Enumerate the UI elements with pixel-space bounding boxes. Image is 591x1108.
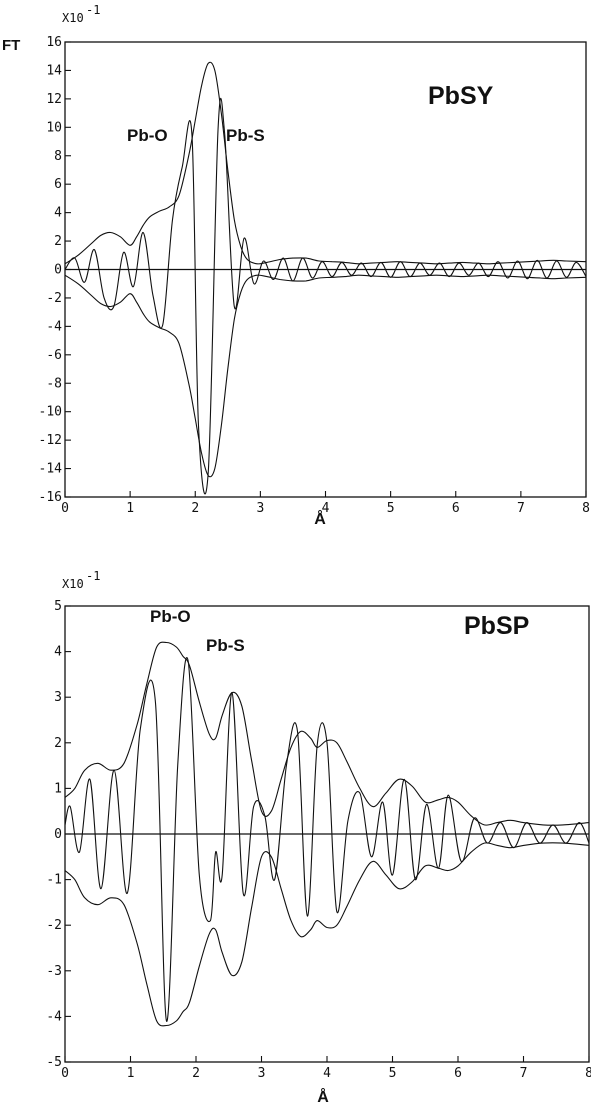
y-tick-label: -1 xyxy=(46,873,62,888)
x-tick-label: 6 xyxy=(452,501,460,516)
y-tick-label: -16 xyxy=(39,490,62,505)
x-tick-label: 1 xyxy=(127,1066,135,1081)
x-axis-label: Å xyxy=(317,1087,329,1103)
magnitude-envelope-lower xyxy=(64,842,590,1027)
peak-label-pb-s: Pb-S xyxy=(226,126,265,145)
x-tick-label: 8 xyxy=(582,501,590,516)
y-tick-label: -6 xyxy=(46,348,62,363)
x-tick-label: 7 xyxy=(520,1066,528,1081)
y-tick-label: 4 xyxy=(54,206,62,221)
y-tick-label: 3 xyxy=(54,690,62,705)
chart-title: PbSP xyxy=(464,612,529,640)
y-tick-label: -12 xyxy=(39,433,62,448)
y-tick-label: -5 xyxy=(46,1055,62,1070)
imaginary-part-trace xyxy=(64,657,590,1022)
x-tick-label: 0 xyxy=(61,1066,69,1081)
x-tick-label: 2 xyxy=(191,501,199,516)
imaginary-part-trace xyxy=(64,98,587,495)
magnitude-envelope-lower xyxy=(64,274,587,478)
y-tick-label: 16 xyxy=(46,35,62,50)
x-tick-label: 3 xyxy=(256,501,264,516)
y-tick-label: -8 xyxy=(46,376,62,391)
y-tick-label: 14 xyxy=(46,63,62,78)
y-tick-label: -4 xyxy=(46,1009,62,1024)
y-tick-label: 10 xyxy=(46,120,62,135)
y-multiplier-base: X10 xyxy=(62,577,84,591)
y-tick-label: 4 xyxy=(54,645,62,660)
x-axis-label: Å xyxy=(314,509,326,528)
y-multiplier-exponent: -1 xyxy=(86,3,100,17)
x-tick-label: 8 xyxy=(585,1066,591,1081)
x-tick-label: 4 xyxy=(322,501,330,516)
y-tick-label: -2 xyxy=(46,918,62,933)
y-tick-label: -2 xyxy=(46,291,62,306)
y-tick-label: 0 xyxy=(54,263,62,278)
chart-title: PbSY xyxy=(428,82,494,110)
x-tick-label: 7 xyxy=(517,501,525,516)
y-tick-label: 1 xyxy=(54,781,62,796)
x-tick-label: 5 xyxy=(389,1066,397,1081)
y-tick-label: -3 xyxy=(46,964,62,979)
peak-label-pb-s: Pb-S xyxy=(206,636,245,655)
y-tick-label: 5 xyxy=(54,599,62,614)
y-tick-label: -14 xyxy=(39,462,63,477)
y-tick-label: 8 xyxy=(54,149,62,164)
traces-pbsp xyxy=(64,641,590,1027)
x-tick-label: 0 xyxy=(61,501,69,516)
y-multiplier-exponent: -1 xyxy=(86,569,100,583)
peak-label-pb-o: Pb-O xyxy=(150,607,191,626)
x-tick-label: 5 xyxy=(387,501,395,516)
y-tick-label: 6 xyxy=(54,177,62,192)
y-tick-label: 2 xyxy=(54,736,62,751)
x-tick-label: 4 xyxy=(323,1066,331,1081)
magnitude-envelope-upper xyxy=(64,641,590,826)
magnitude-envelope-upper xyxy=(64,61,587,265)
y-tick-label: 0 xyxy=(54,827,62,842)
y-tick-label: 2 xyxy=(54,234,62,249)
y-tick-label: -4 xyxy=(46,319,62,334)
x-tick-label: 2 xyxy=(192,1066,200,1081)
x-tick-label: 3 xyxy=(258,1066,266,1081)
peak-label-pb-o: Pb-O xyxy=(127,126,168,145)
y-multiplier-base: X10 xyxy=(62,11,84,25)
x-tick-label: 1 xyxy=(126,501,134,516)
y-axis-label: FT xyxy=(2,37,20,54)
traces-pbsy xyxy=(64,61,587,495)
y-tick-label: 12 xyxy=(46,92,62,107)
x-tick-label: 6 xyxy=(454,1066,462,1081)
y-tick-label: -10 xyxy=(39,405,62,420)
